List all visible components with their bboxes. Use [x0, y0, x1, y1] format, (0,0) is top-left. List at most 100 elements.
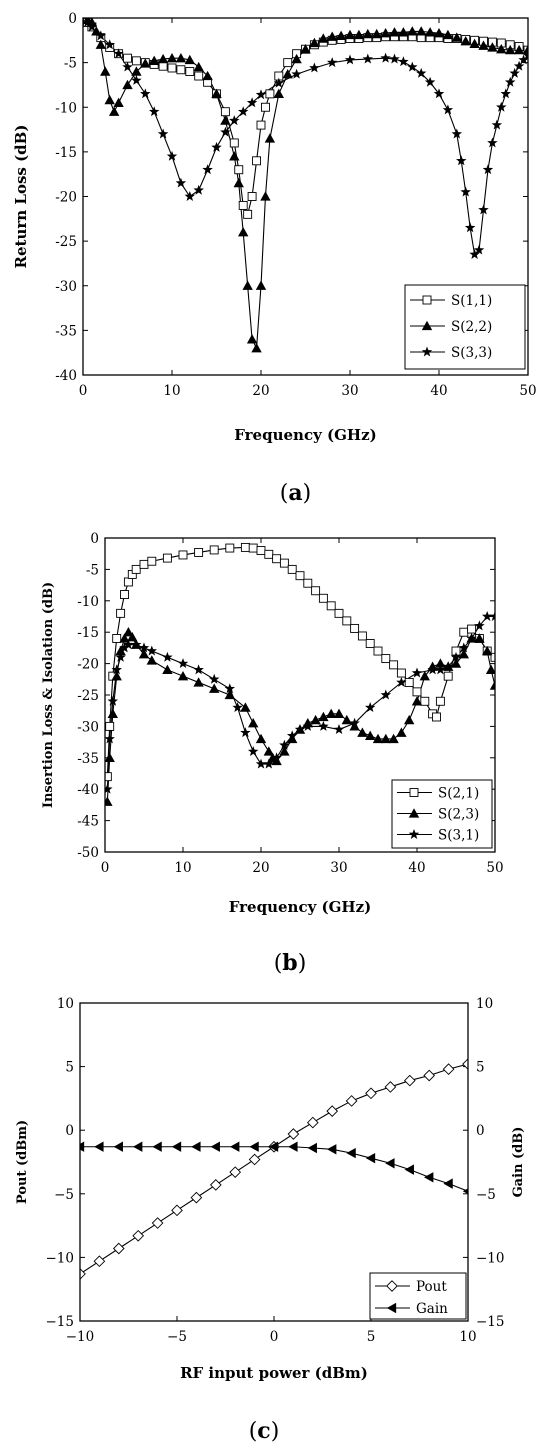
data-point: [504, 76, 516, 87]
data-point: [209, 1179, 222, 1191]
data-point: [113, 97, 124, 107]
data-point: [404, 677, 414, 687]
data-point: [357, 727, 368, 737]
x-tick-label: 10: [459, 1329, 476, 1345]
data-point: [157, 128, 169, 139]
data-point: [202, 70, 213, 81]
data-point: [139, 559, 149, 569]
y-tick-label: -5: [86, 562, 99, 578]
data-point: [95, 30, 107, 41]
y-tick-label: -10: [77, 594, 99, 610]
data-point: [306, 1116, 319, 1129]
data-point: [229, 1166, 242, 1179]
data-point: [334, 608, 344, 618]
data-point: [93, 1255, 106, 1268]
data-point: [177, 658, 189, 669]
y-tick-label: -40: [77, 782, 99, 798]
data-point: [481, 611, 493, 621]
data-point: [162, 553, 172, 563]
data-point: [415, 67, 427, 78]
data-point: [282, 69, 293, 79]
x-tick-label: 0: [101, 860, 110, 876]
data-point: [464, 222, 476, 233]
data-point: [107, 708, 118, 718]
legend-label: S(3,3): [451, 345, 492, 361]
data-point: [326, 57, 338, 68]
data-point: [326, 601, 336, 611]
data-point: [318, 720, 329, 731]
data-point: [462, 1058, 468, 1070]
panel-caption: (a): [280, 480, 311, 506]
data-point: [202, 164, 213, 175]
data-point: [105, 772, 112, 782]
data-point: [247, 192, 257, 201]
data-point: [133, 1141, 143, 1152]
x-axis-label: Frequency (GHz): [229, 898, 371, 916]
legend-label: Pout: [416, 1279, 447, 1295]
data-point: [234, 165, 244, 175]
data-point: [140, 58, 151, 68]
data-point: [467, 624, 477, 634]
y-tick-label: 0: [90, 531, 99, 547]
data-point: [466, 632, 477, 643]
y-axis-label: Insertion Loss & Isolation (dB): [41, 582, 56, 808]
data-point: [115, 645, 126, 656]
data-point: [341, 714, 352, 725]
data-point: [403, 1074, 416, 1087]
data-point: [327, 1144, 337, 1155]
data-point: [229, 115, 240, 126]
data-point: [283, 58, 293, 68]
data-point: [489, 680, 495, 690]
legend-entry-3: S(3,1): [397, 828, 479, 844]
data-point: [175, 177, 187, 188]
data-point: [398, 27, 409, 37]
data-point: [478, 204, 489, 215]
data-point: [433, 27, 445, 38]
data-point: [209, 683, 220, 693]
y-tick-label: -20: [55, 190, 77, 206]
data-point: [309, 37, 320, 48]
x-tick-label: 40: [430, 383, 447, 399]
data-point: [100, 66, 111, 76]
data-point: [167, 63, 177, 73]
data-point: [294, 724, 306, 734]
data-point: [271, 752, 282, 763]
data-point: [344, 54, 356, 65]
data-point: [255, 758, 267, 769]
data-point: [242, 280, 253, 290]
legend-marker: [386, 1280, 398, 1292]
x-tick-label: 40: [408, 860, 425, 876]
legend: Pout Gain: [369, 1272, 467, 1320]
data-point: [427, 664, 438, 675]
data-point: [131, 56, 141, 66]
data-point: [271, 755, 282, 766]
series-line-1: [106, 546, 495, 777]
y-tick-label: -25: [55, 234, 77, 250]
y-right-tick-label: 5: [476, 1060, 485, 1076]
data-point: [442, 1063, 455, 1075]
y-tick-label: -15: [77, 625, 99, 641]
legend: S(1,1) S(2,2) S(3,3): [404, 284, 526, 370]
data-point: [288, 1141, 298, 1152]
data-point: [522, 44, 528, 55]
data-point: [451, 32, 462, 42]
legend-marker: [422, 295, 432, 305]
data-point: [407, 61, 418, 72]
data-point: [247, 746, 259, 756]
data-point: [318, 593, 328, 603]
data-point: [459, 627, 469, 637]
data-point: [273, 88, 284, 99]
y-tick-label: −10: [46, 1250, 75, 1266]
y-right-tick-label: −10: [476, 1250, 505, 1266]
data-point: [116, 608, 126, 618]
y-right-tick-label: 0: [476, 1123, 485, 1139]
data-point: [388, 733, 399, 744]
data-point: [460, 36, 471, 46]
data-point: [302, 720, 314, 731]
data-point: [251, 343, 262, 353]
data-point: [140, 88, 151, 99]
data-point: [220, 115, 231, 125]
data-point: [120, 590, 129, 599]
y-tick-label: -45: [77, 814, 99, 830]
y-tick-label: -35: [55, 323, 77, 339]
